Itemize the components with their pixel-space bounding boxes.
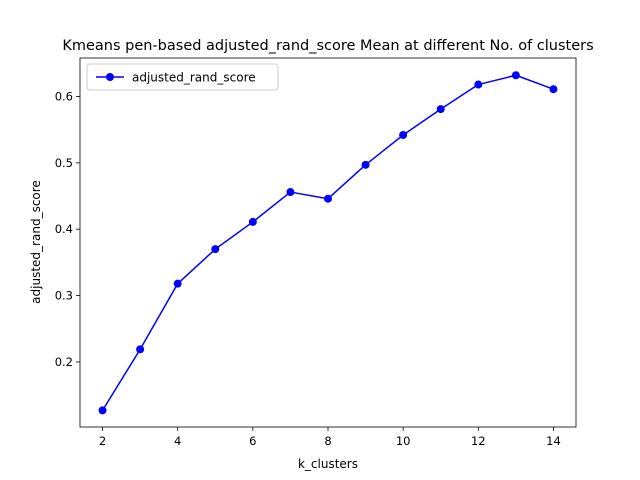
data-point — [361, 160, 370, 169]
data-point — [474, 80, 483, 89]
y-tick-label: 0.2 — [55, 355, 73, 369]
data-point — [98, 406, 107, 415]
axes-frame — [79, 57, 577, 428]
data-point — [136, 345, 145, 354]
data-point — [173, 279, 182, 288]
data-point — [286, 188, 295, 197]
x-tick-label: 2 — [99, 434, 106, 448]
legend: adjusted_rand_score — [86, 63, 279, 91]
data-point — [436, 105, 445, 114]
x-tick-label: 10 — [396, 434, 411, 448]
x-tick-label: 12 — [471, 434, 486, 448]
legend-box — [86, 63, 279, 91]
x-tick-label: 6 — [249, 434, 256, 448]
y-tick-label: 0.4 — [55, 222, 73, 236]
plot-area — [98, 71, 558, 415]
legend-marker — [106, 73, 114, 81]
y-tick-label: 0.3 — [55, 289, 73, 303]
x-axis: 2 4 6 8 10 12 14 — [99, 427, 561, 448]
x-tick-label: 8 — [324, 434, 331, 448]
data-point — [511, 71, 520, 80]
chart-title: Kmeans pen-based adjusted_rand_score Mea… — [62, 38, 593, 54]
y-axis: 0.2 0.3 0.4 0.5 0.6 — [55, 89, 80, 369]
y-axis-label: adjusted_rand_score — [29, 180, 43, 304]
data-point — [211, 245, 220, 254]
data-point — [324, 194, 332, 203]
x-tick-label: 14 — [546, 434, 561, 448]
data-point — [248, 217, 257, 226]
data-point — [399, 130, 408, 139]
x-axis-label: k_clusters — [298, 457, 358, 471]
series-line — [101, 74, 554, 411]
y-tick-label: 0.6 — [55, 89, 73, 103]
y-tick-label: 0.5 — [55, 156, 73, 170]
data-point — [549, 85, 558, 94]
legend-label: adjusted_rand_score — [132, 71, 256, 85]
x-tick-label: 4 — [174, 434, 181, 448]
